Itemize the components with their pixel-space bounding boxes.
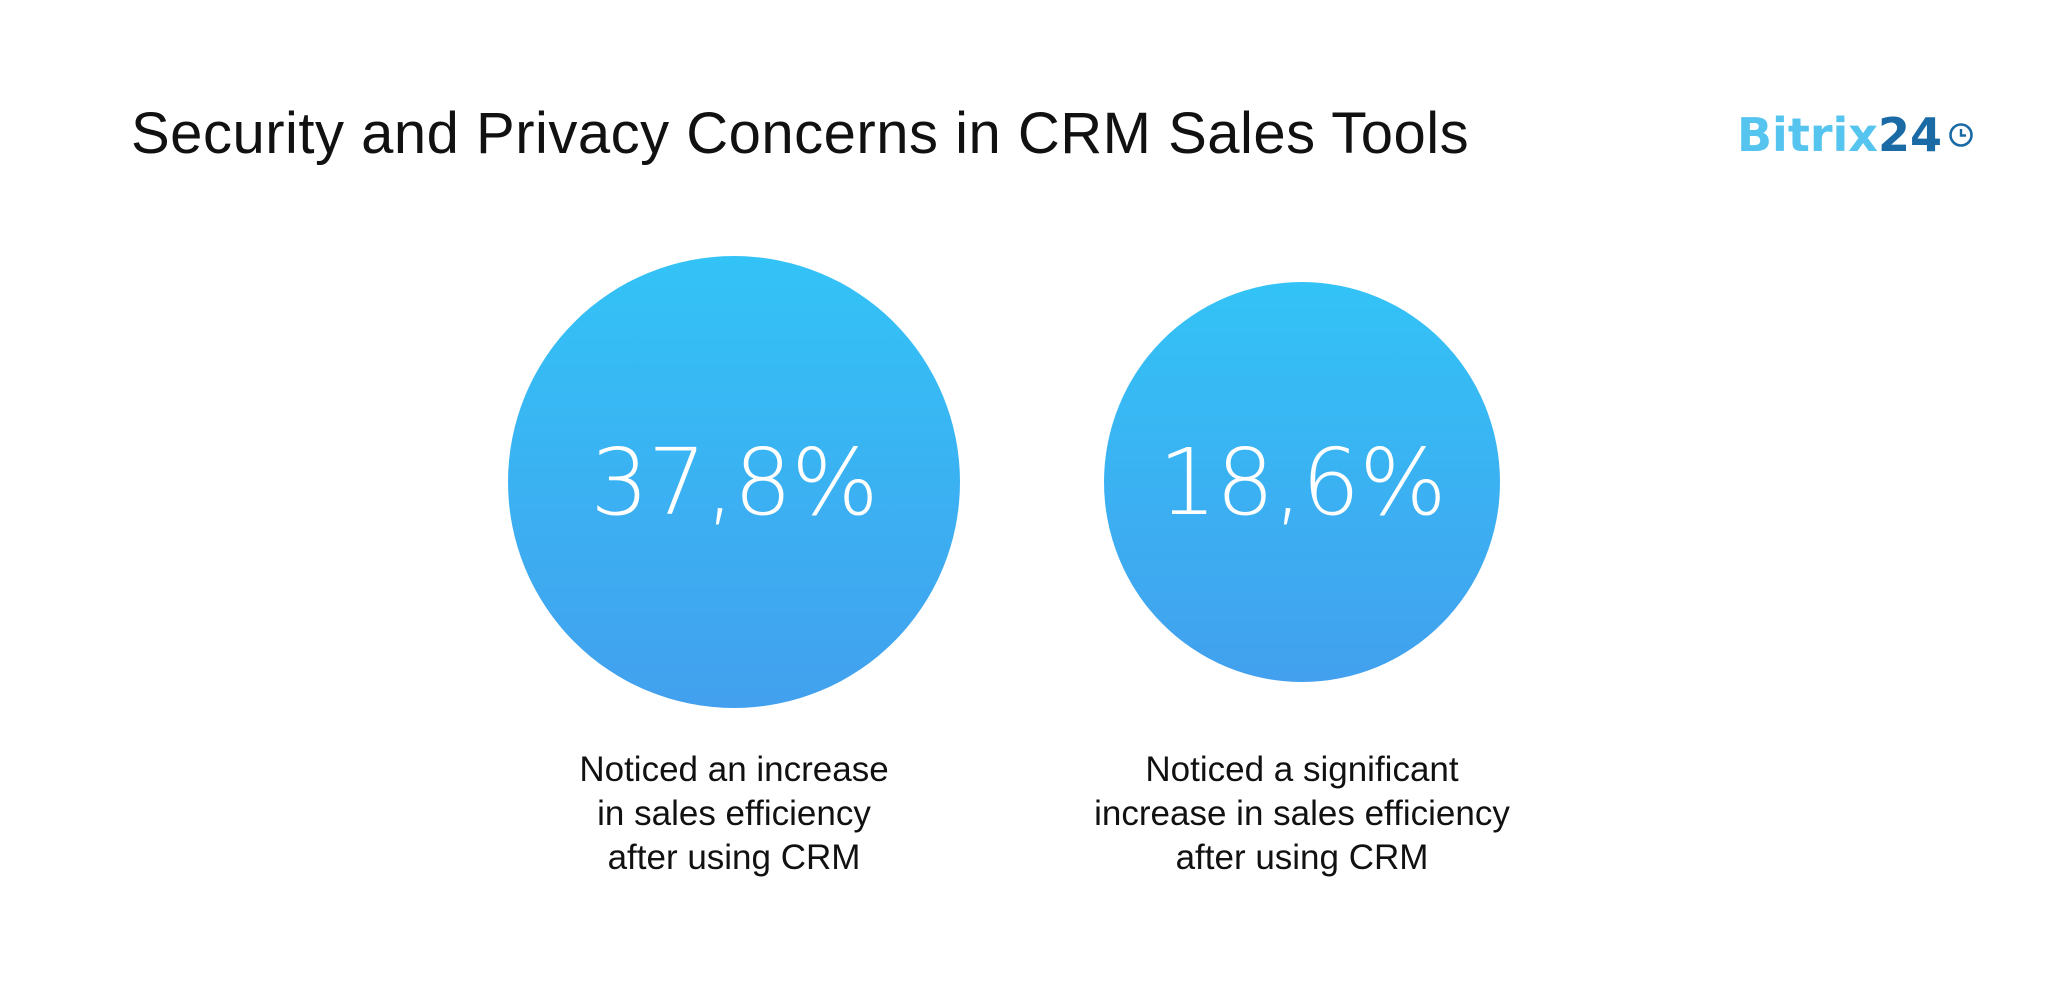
clock-icon <box>1949 123 1973 147</box>
logo-number: 24 <box>1877 108 1942 162</box>
stat-label-1: Noticed an increase in sales efficiency … <box>454 748 1014 880</box>
page-title: Security and Privacy Concerns in CRM Sal… <box>131 101 1470 166</box>
label-line: increase in sales efficiency <box>1094 794 1510 833</box>
stat-value-1: 37,8% <box>590 428 878 536</box>
stat-label-2: Noticed a significant increase in sales … <box>1022 748 1582 880</box>
stat-circle-1: 37,8% <box>508 256 960 708</box>
stat-value-2: 18,6% <box>1158 428 1446 536</box>
bitrix24-logo: Bitrix 24 <box>1737 108 1974 162</box>
label-line: after using CRM <box>1175 838 1429 877</box>
logo-brand: Bitrix <box>1737 108 1878 162</box>
stat-circle-2: 18,6% <box>1104 282 1500 682</box>
label-line: in sales efficiency <box>597 794 871 833</box>
label-line: after using CRM <box>607 838 861 877</box>
label-line: Noticed an increase <box>579 750 889 789</box>
label-line: Noticed a significant <box>1145 750 1459 789</box>
